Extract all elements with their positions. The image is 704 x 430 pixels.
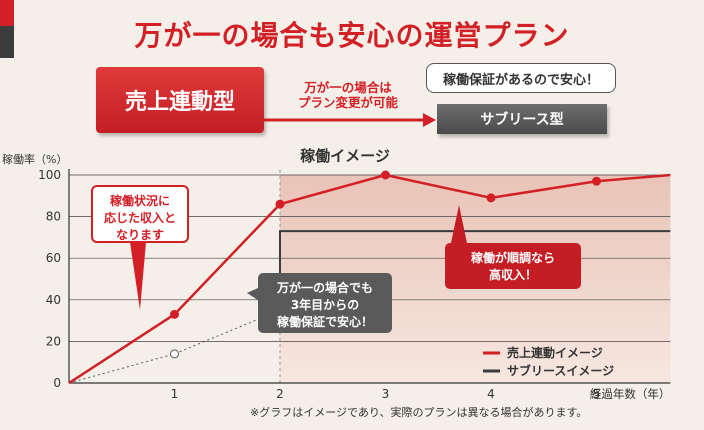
y-tick-label-40: 40 <box>46 293 61 307</box>
revenue-linked-box: 売上連動型 <box>96 67 264 133</box>
good-callout-tail <box>451 205 467 243</box>
red-callout-line-1: 稼働状況に <box>110 193 170 208</box>
plan-change-arrow-head <box>423 113 436 127</box>
plan-change-line-2: プラン変更が可能 <box>297 95 398 110</box>
gray-callout-line-2: 3年目からの <box>291 297 359 312</box>
gray-callout-line-1: 万が一の場合でも <box>276 280 373 295</box>
y-tick-label-100: 100 <box>38 168 61 182</box>
corner-accent-dark <box>0 26 14 58</box>
plan-change-line-1: 万が一の場合は <box>304 80 392 95</box>
corner-accent-red <box>0 0 14 26</box>
good-callout-line-2: 高収入！ <box>489 267 537 282</box>
page-title: 万が一の場合も安心の運営プラン <box>134 19 570 52</box>
legend-label-revenue: 売上連動イメージ <box>507 345 603 360</box>
red-callout-line-2: 応じた収入と <box>104 210 176 225</box>
gray-callout-line-3: 稼働保証で安心！ <box>277 314 373 329</box>
y-axis-label: 稼働率（%） <box>2 153 68 166</box>
revenue-point-1 <box>170 309 179 319</box>
gray-callout-box <box>258 273 392 333</box>
y-tick-label-0: 0 <box>53 376 61 390</box>
gray-callout-tail <box>247 288 258 300</box>
y-tick-label-80: 80 <box>46 210 61 224</box>
red-callout-line-3: なります <box>116 228 164 242</box>
y-tick-label-20: 20 <box>46 334 61 348</box>
x-tick-label-2: 2 <box>276 387 284 401</box>
x-tick-label-4: 4 <box>487 387 495 401</box>
x-axis-label: 経過年数（年） <box>590 387 671 401</box>
x-tick-label-1: 1 <box>171 387 179 401</box>
revenue-point-2 <box>275 199 285 209</box>
legend-label-sublease: サブリースイメージ <box>507 363 614 378</box>
dashed-reference-line <box>68 309 281 384</box>
x-tick-label-5: 5 <box>593 387 601 401</box>
y-tick-label-60: 60 <box>46 251 61 265</box>
footnote: ※グラフはイメージであり、実際のプランは異なる場合があります。 <box>250 406 588 419</box>
revenue-point-4 <box>486 193 496 203</box>
good-callout-line-1: 稼働が順調なら <box>471 250 555 265</box>
red-callout-tail <box>130 242 146 310</box>
revenue-point-3 <box>381 170 390 180</box>
good-callout-box <box>445 243 581 289</box>
guarantee-bubble: 稼働保証があるので安心！ <box>426 63 616 93</box>
chart-title: 稼働イメージ <box>300 147 390 165</box>
revenue-point-5 <box>592 176 601 186</box>
x-tick-label-3: 3 <box>382 387 390 401</box>
plan-change-label: 万が一の場合は プラン変更が可能 <box>272 80 424 110</box>
sublease-box: サブリース型 <box>437 104 607 134</box>
dashed-point-1 <box>170 349 179 359</box>
